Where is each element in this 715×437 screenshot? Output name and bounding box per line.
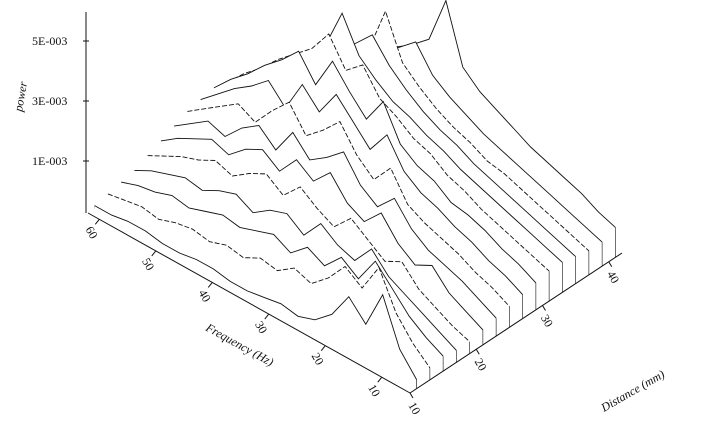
frequency-tick-label: 20 [309, 350, 327, 367]
frequency-tick-label: 40 [196, 287, 214, 304]
spectrum-line [94, 205, 417, 380]
distance-axis-line [409, 252, 623, 394]
spectrum-line [200, 79, 523, 295]
z-tick-label: 5E-003 [32, 34, 67, 48]
distance-tick [475, 348, 480, 355]
distance-tick-label: 30 [538, 312, 556, 329]
spectrum-line [160, 137, 484, 331]
curve-layer [94, 0, 616, 389]
distance-tick-label: 10 [405, 400, 423, 417]
spectrum-line [226, 33, 550, 272]
spectrum-line [134, 169, 457, 351]
frequency-tick [377, 376, 383, 383]
spectrum-line [107, 193, 431, 369]
distance-tick-label: 20 [472, 356, 490, 373]
spectrum-line [121, 181, 444, 357]
frequency-tick [151, 250, 157, 257]
frequency-axis-line [87, 212, 411, 394]
spectrum-line [266, 9, 590, 252]
axis-layer [85, 12, 623, 394]
spectrum-line [147, 155, 470, 342]
spectrum-line [187, 101, 510, 307]
frequency-tick [94, 219, 100, 225]
frequency-tick-label: 60 [83, 224, 101, 241]
z-tick-label: 3E-003 [32, 94, 67, 108]
z-axis-title: power [11, 80, 30, 113]
z-tick-label: 1E-003 [32, 154, 67, 168]
distance-tick [542, 305, 546, 311]
distance-tick [409, 392, 414, 399]
slice-fill [94, 205, 417, 389]
spectrum-line [174, 120, 497, 319]
frequency-tick [207, 282, 213, 288]
frequency-tick-label: 50 [139, 255, 157, 272]
frequency-tick-label: 30 [252, 319, 270, 336]
distance-axis-title: Distance (mm) [598, 367, 667, 415]
tick-layer: 1E-003 3E-003 5E-003 60 50 40 30 20 10 10 20 30 40 [32, 34, 622, 417]
distance-tick [608, 261, 613, 268]
frequency-tick [264, 313, 270, 320]
frequency-tick-label: 10 [365, 382, 383, 399]
distance-tick-label: 40 [604, 268, 622, 285]
frequency-tick [320, 345, 326, 351]
spectrum-line [213, 50, 537, 284]
